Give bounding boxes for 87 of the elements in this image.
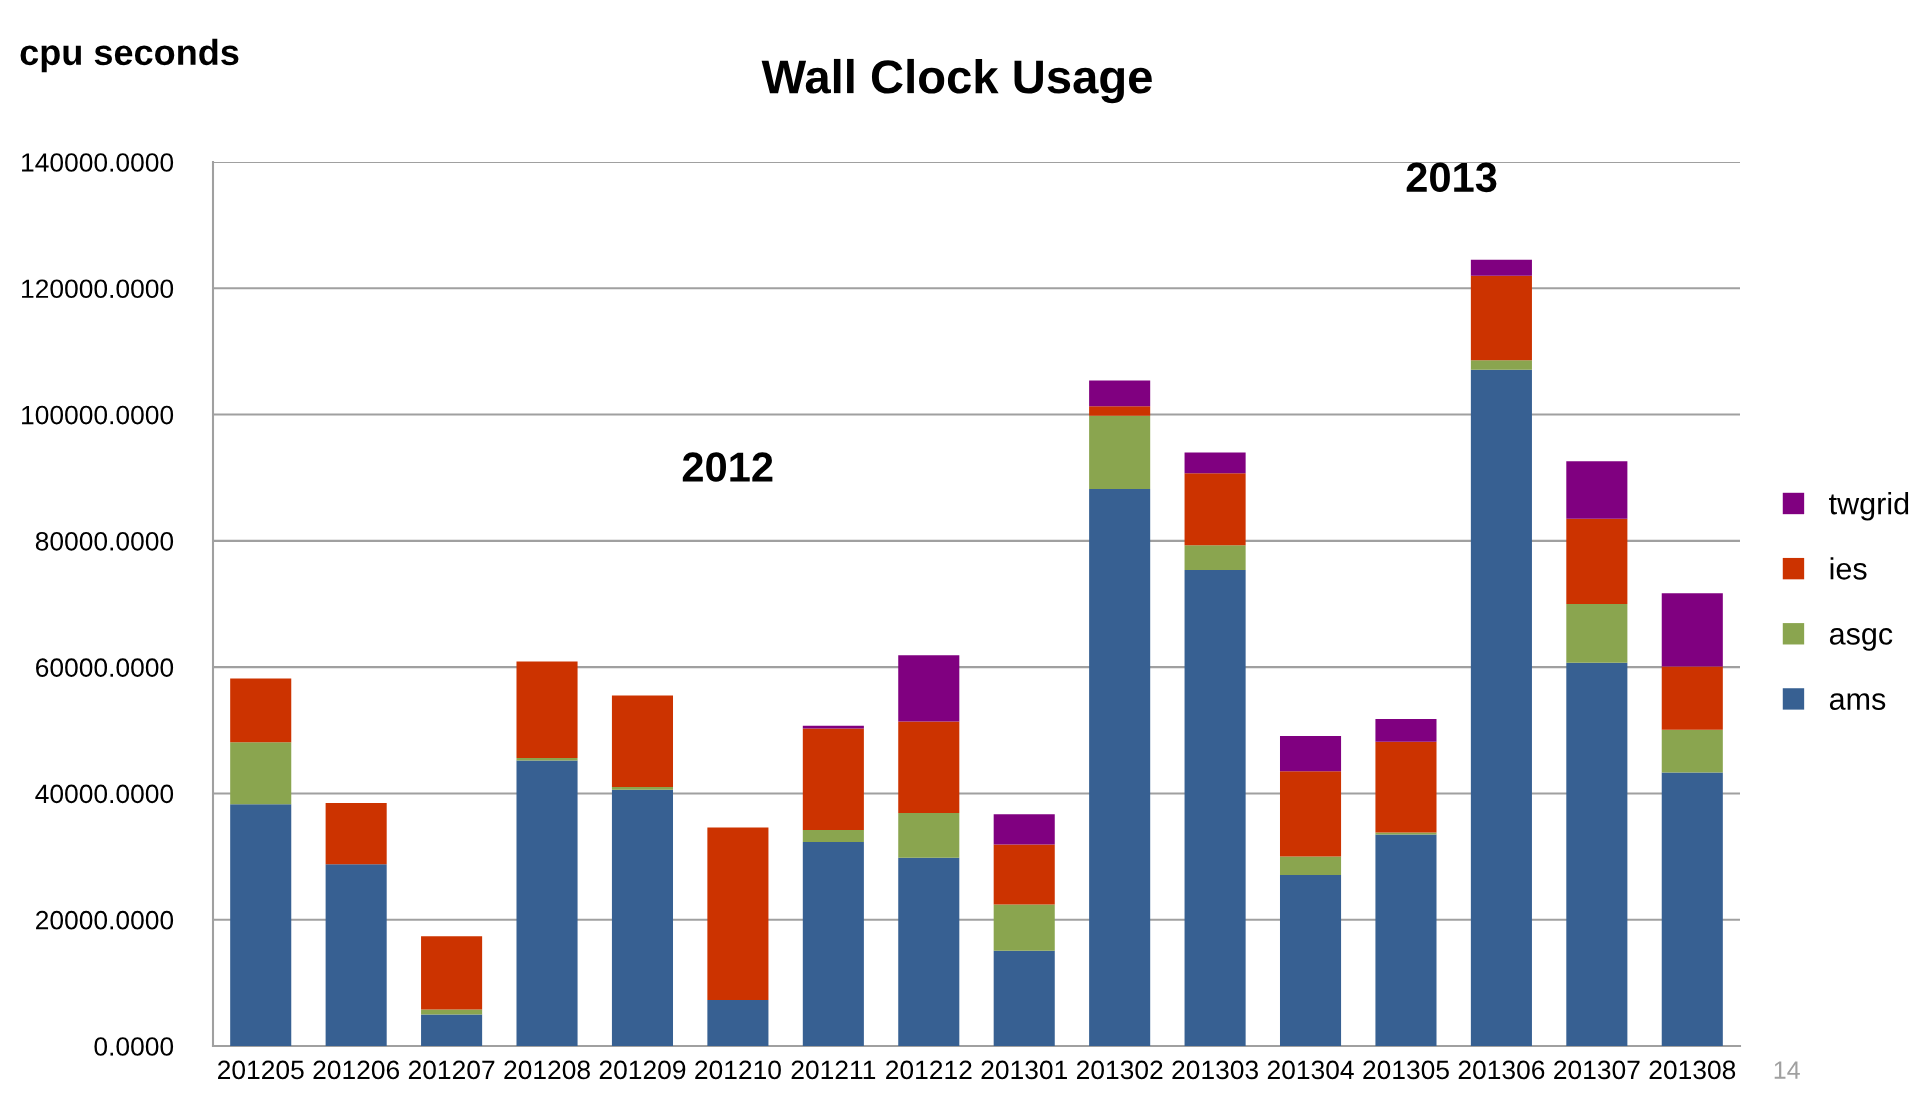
x-tick-label: 201303 [1172, 1060, 1258, 1080]
bar [1470, 360, 1532, 370]
bar [421, 936, 483, 1010]
legend-label: twgrid [1829, 492, 1909, 521]
x-tick-label: 201302 [1076, 1060, 1163, 1080]
bar [230, 804, 292, 1046]
x-tick-label: 201208 [504, 1060, 590, 1080]
bar [707, 827, 769, 1000]
bar [1375, 741, 1437, 833]
bar [1470, 369, 1532, 1046]
annotation: 2012 [682, 452, 773, 482]
legend-label: ams [1829, 693, 1886, 710]
annotation: 2013 [1406, 162, 1497, 193]
bar [421, 1009, 483, 1015]
bar [1566, 518, 1628, 604]
bar [1279, 735, 1342, 772]
y-tick-label: 120000.0000 [22, 279, 174, 299]
x-tick-label: 201301 [981, 1060, 1067, 1080]
bar [516, 661, 578, 759]
bar [1089, 406, 1151, 416]
x-tick-label: 201209 [599, 1060, 686, 1080]
x-tick-label: 201211 [791, 1060, 876, 1080]
bar [1566, 604, 1628, 663]
x-tick-label: 201306 [1458, 1060, 1545, 1080]
bar [230, 742, 292, 805]
bar [993, 844, 1055, 905]
x-tick-label: 201205 [218, 1060, 304, 1080]
bar [516, 760, 578, 1046]
x-tick-label: 201307 [1554, 1060, 1640, 1080]
y-tick-label: 140000.0000 [22, 153, 174, 172]
bar [611, 787, 674, 790]
bar [898, 857, 960, 1046]
bar [230, 678, 292, 743]
bar [1470, 275, 1532, 361]
bar [993, 814, 1055, 845]
bar [993, 950, 1055, 1046]
text: 14 [1774, 1061, 1800, 1079]
bar [611, 789, 674, 1046]
bar [1184, 473, 1246, 546]
bar [898, 813, 960, 858]
bar [802, 842, 864, 1046]
bar [1375, 834, 1437, 1046]
y-tick-label: 100000.0000 [22, 405, 174, 425]
bar [1661, 772, 1723, 1046]
y-tick-label: 60000.0000 [36, 658, 174, 677]
bar [1279, 771, 1342, 857]
bar [1184, 545, 1246, 570]
bar [707, 999, 769, 1046]
legend-label: ies [1830, 557, 1867, 580]
x-tick-label: 201308 [1649, 1060, 1736, 1080]
bar [1089, 489, 1151, 1046]
bar [1089, 380, 1151, 407]
bar [1089, 415, 1151, 490]
bar [1184, 569, 1246, 1046]
y-tick-label: 80000.0000 [35, 531, 174, 551]
bar [1661, 729, 1723, 773]
chart-title: Wall Clock Usage [761, 58, 1152, 104]
bar [516, 758, 578, 761]
bar [1279, 874, 1342, 1046]
bar [1375, 718, 1437, 742]
x-tick-label: 201212 [886, 1060, 972, 1080]
x-tick-label: 201304 [1267, 1060, 1354, 1080]
bar [1566, 662, 1628, 1046]
bar [325, 864, 387, 1046]
y-tick-label: 20000.0000 [36, 910, 174, 930]
bar [325, 802, 387, 865]
bar [802, 728, 864, 831]
bar [993, 904, 1055, 951]
bar [1470, 259, 1532, 276]
bar [611, 695, 674, 788]
bar [421, 1014, 483, 1046]
bar [1279, 856, 1342, 875]
x-tick-label: 201305 [1363, 1060, 1449, 1080]
x-tick-label: 201206 [313, 1060, 400, 1080]
bar [1184, 452, 1246, 474]
x-tick-label: 201210 [695, 1060, 781, 1080]
bar [1566, 461, 1628, 519]
bar [802, 830, 864, 843]
bar [1661, 593, 1723, 667]
y-tick-label: 0.0000 [94, 1037, 174, 1056]
legend-label: asgc [1829, 628, 1893, 651]
y-axis-title: cpu seconds [20, 38, 239, 73]
y-tick-label: 40000.0000 [35, 784, 174, 804]
bar [898, 721, 960, 813]
bar [1661, 666, 1723, 730]
x-tick-label: 201207 [408, 1060, 495, 1080]
bar [898, 655, 960, 722]
